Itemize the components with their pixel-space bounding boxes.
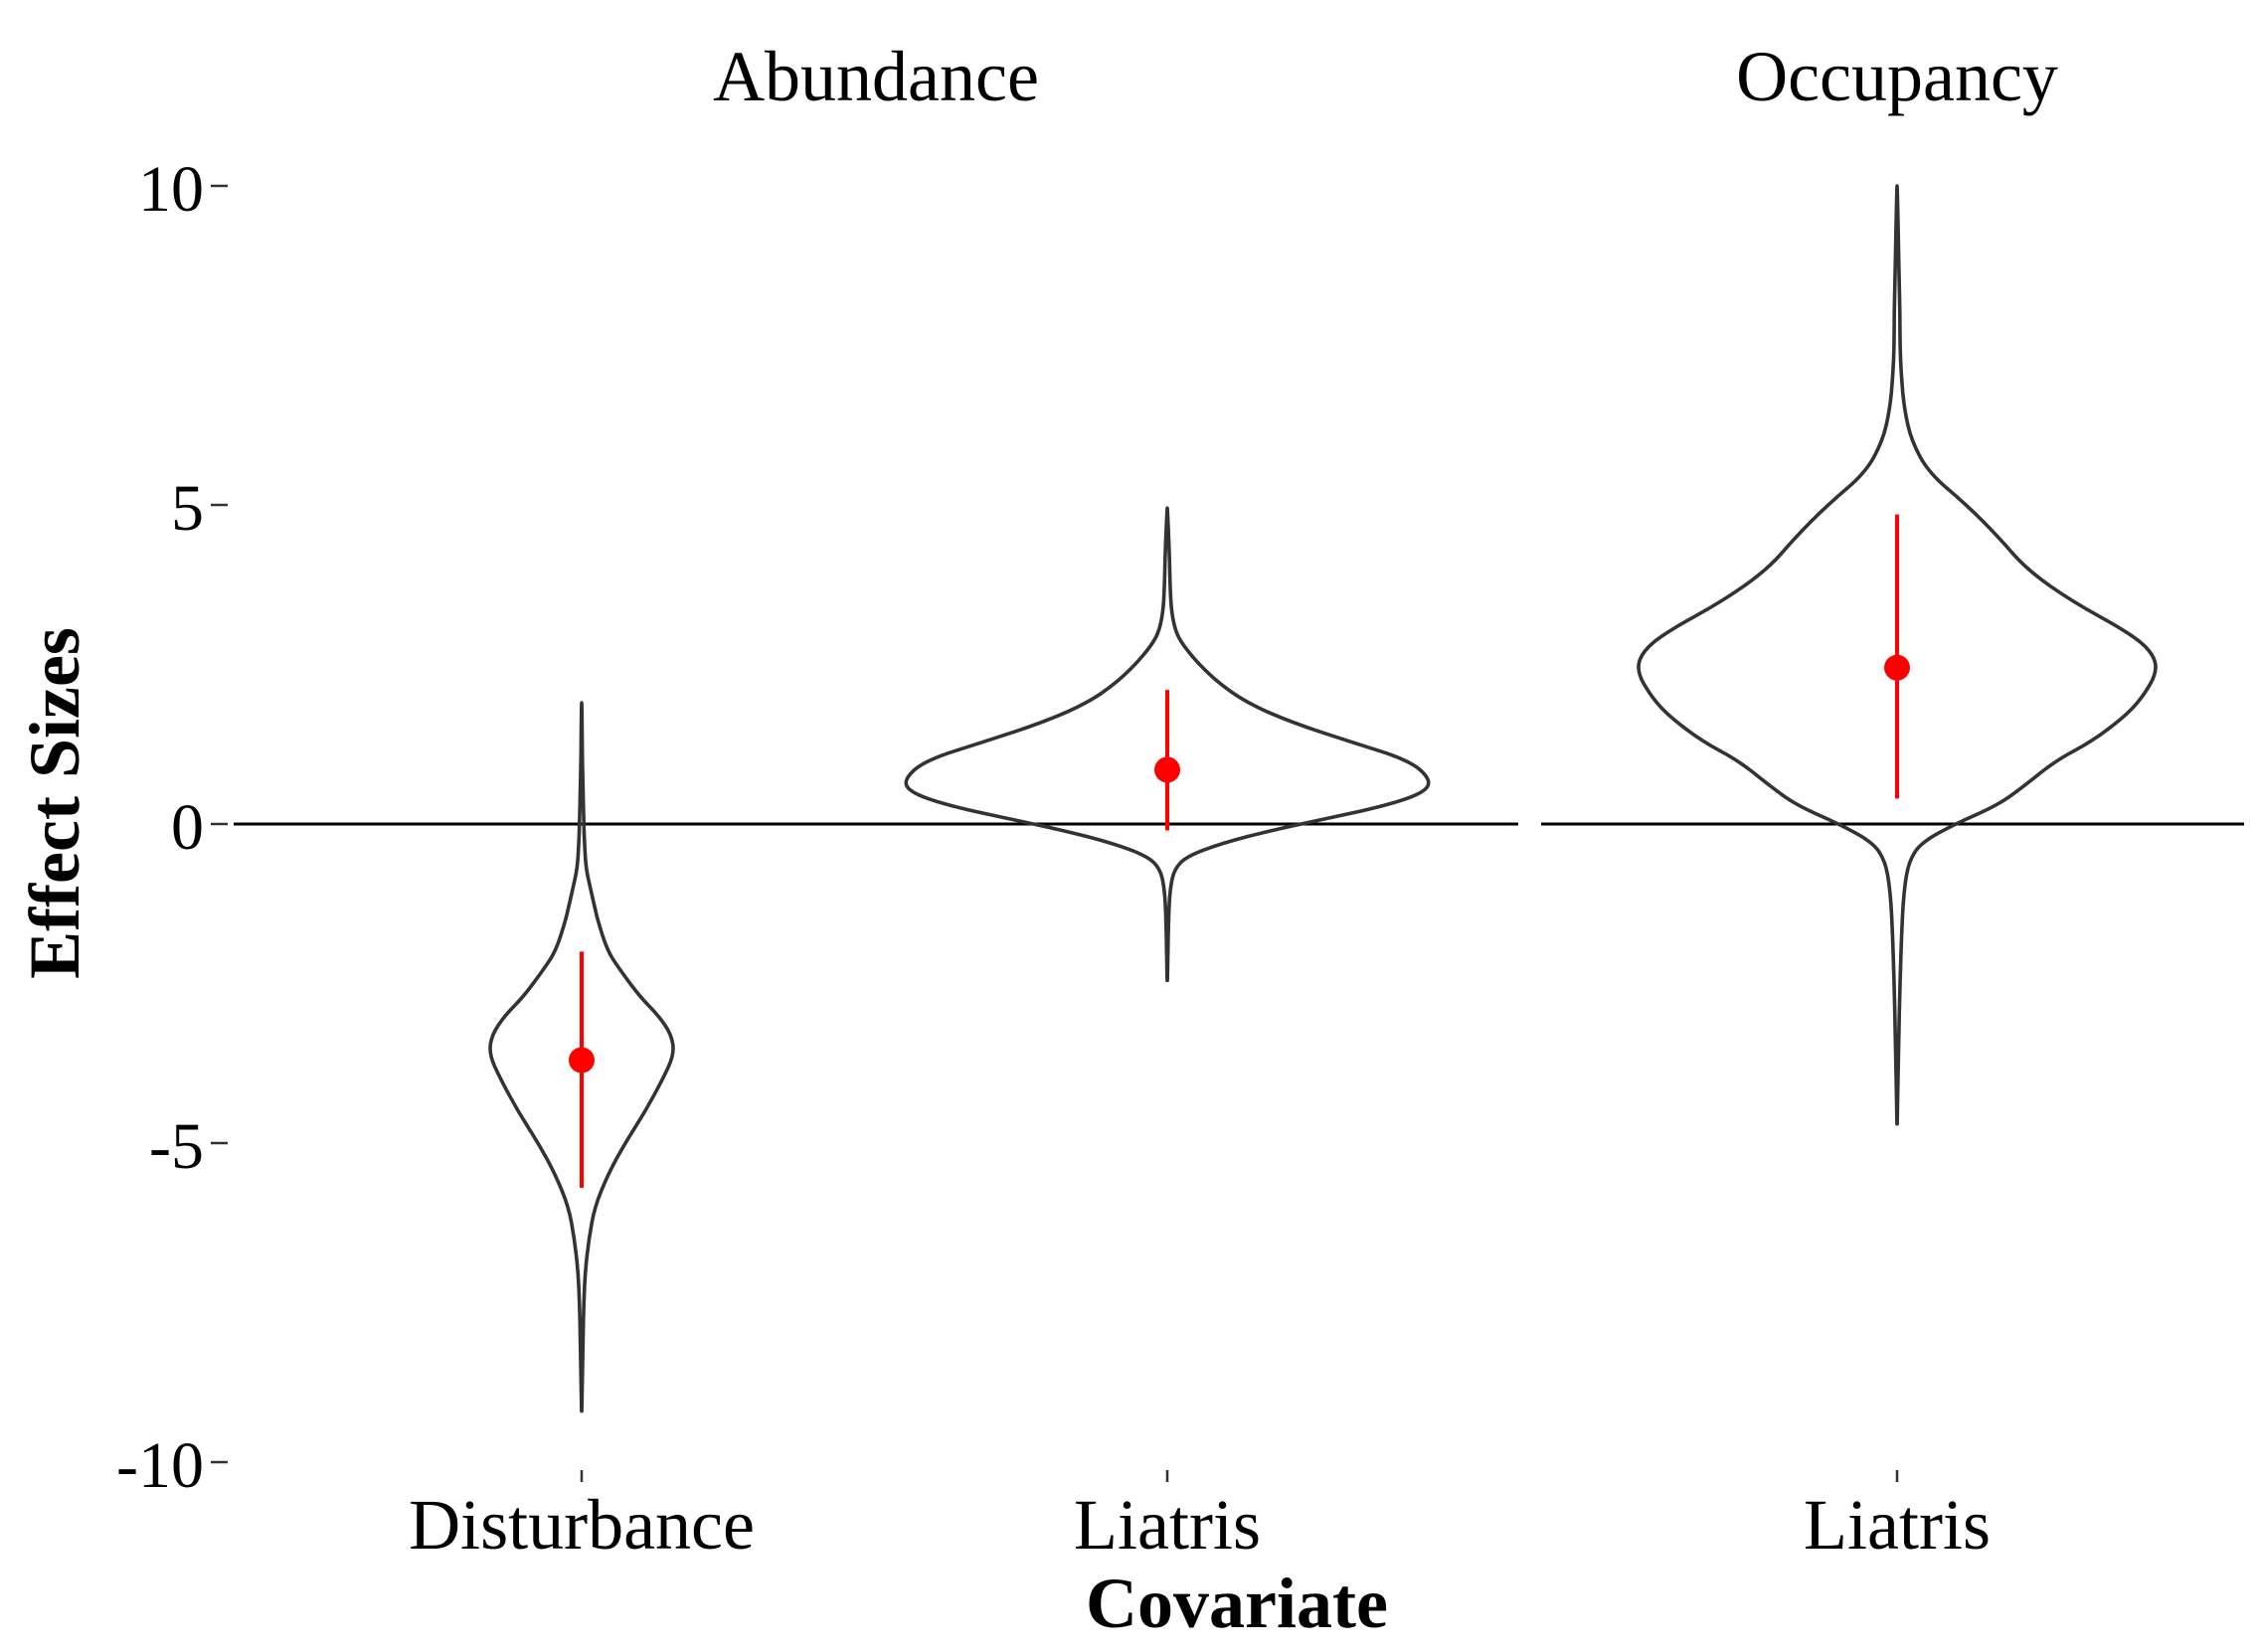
mean-point-disturbance-abundance [569, 1047, 595, 1074]
mean-point-liatris-occupancy [1884, 654, 1910, 681]
x-axis-title: Covariate [1086, 1564, 1388, 1643]
y-tick-label-0: 0 [171, 791, 204, 864]
violin-disturbance-abundance [488, 701, 675, 1413]
y-tick-label-10: 10 [138, 153, 204, 226]
facet-title-abundance: Abundance [713, 37, 1039, 116]
y-tick-label-5: 5 [171, 472, 204, 545]
violin-liatris-abundance [904, 506, 1431, 983]
y-tick-label-minus-10: -10 [116, 1429, 204, 1502]
violin-liatris-occupancy [1637, 184, 2158, 1126]
y-tick-label-minus-5: -5 [149, 1110, 204, 1183]
x-category-label-liatris-occupancy: Liatris [1804, 1485, 1991, 1565]
x-category-label-disturbance: Disturbance [409, 1485, 755, 1565]
y-axis-title: Effect Sizes [15, 627, 94, 979]
facet-title-occupancy: Occupancy [1736, 37, 2058, 116]
mean-point-liatris-abundance [1154, 756, 1180, 783]
x-category-label-liatris-abundance: Liatris [1074, 1485, 1261, 1565]
